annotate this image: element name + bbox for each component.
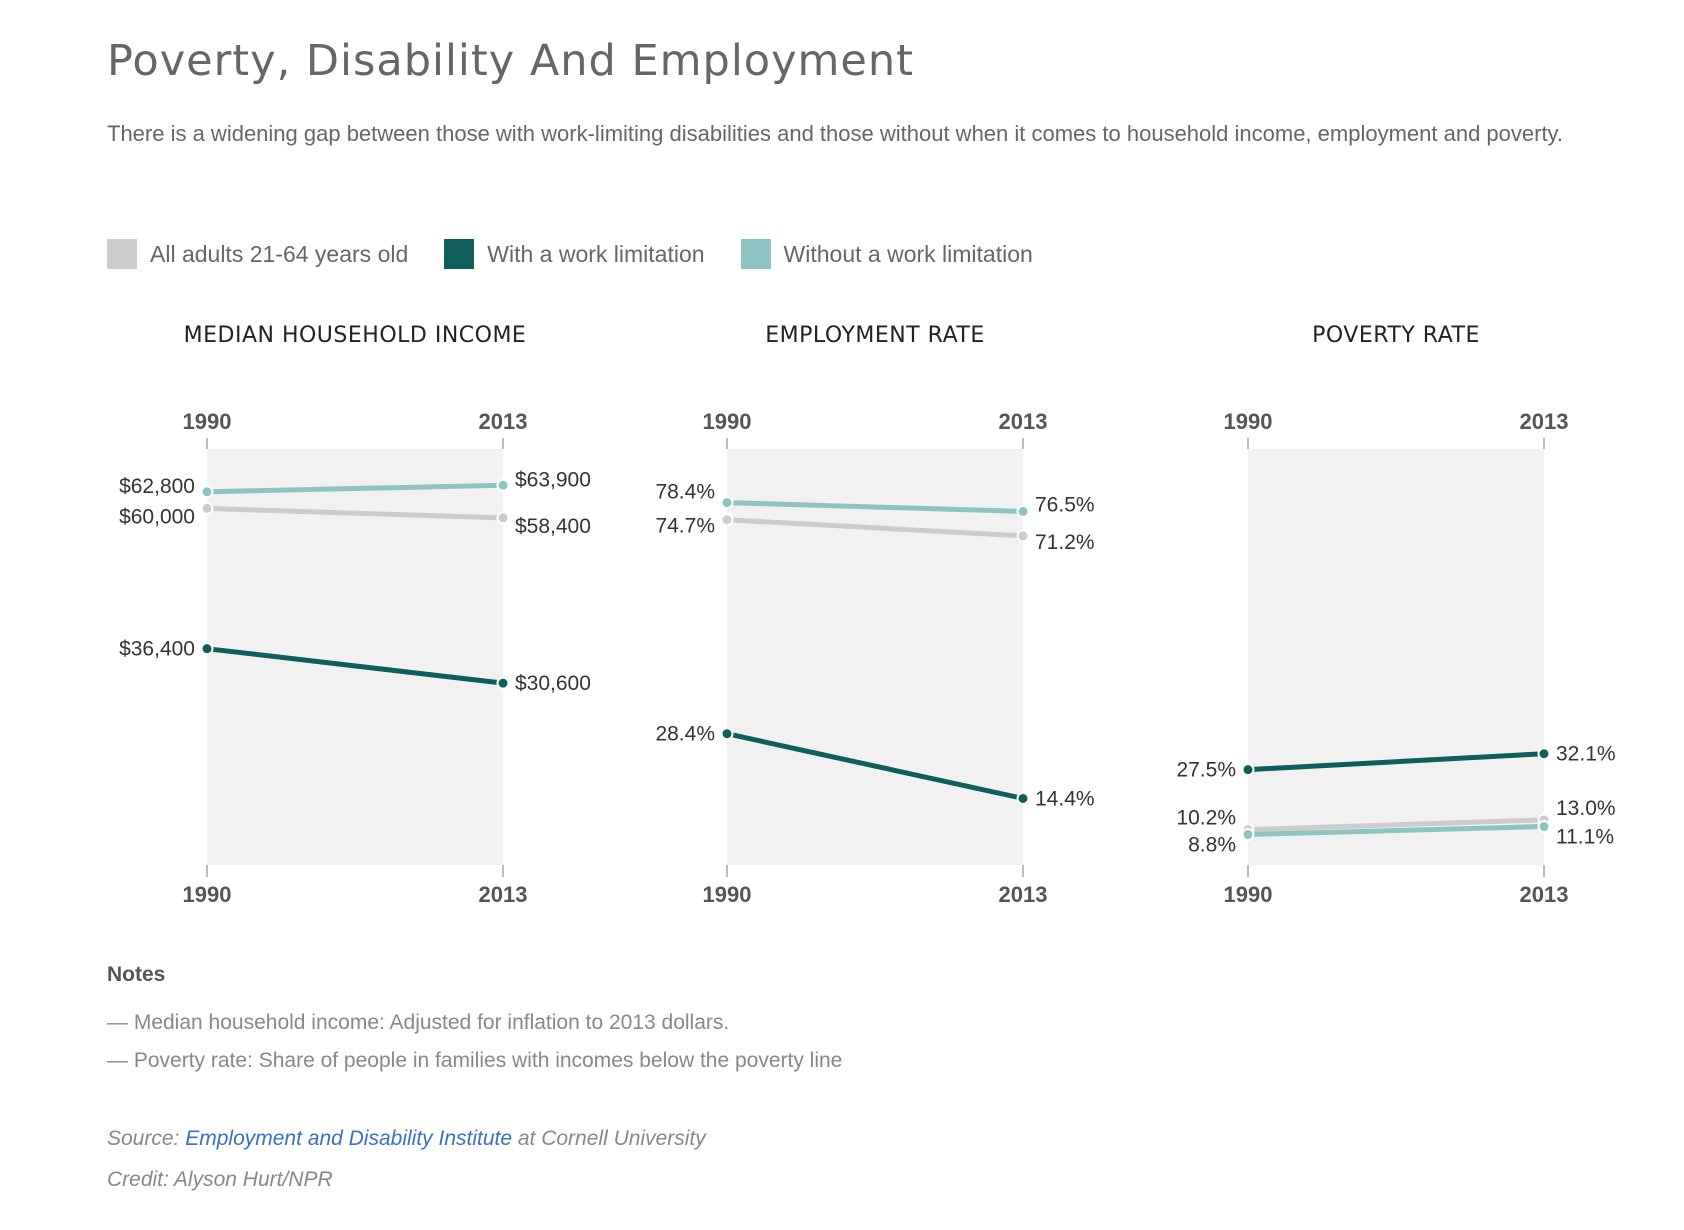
series-line-employment-with-limitation bbox=[724, 731, 1026, 801]
data-point-income-without-limitation-2013 bbox=[496, 478, 510, 492]
data-label-employment-without-limitation-2013: 76.5% bbox=[1035, 493, 1095, 516]
charts-area: MEDIAN HOUSEHOLD INCOME 1990 1990 2013 2013 $… bbox=[119, 323, 1616, 907]
year-label-bottom-poverty-2013: 2013 bbox=[1520, 882, 1569, 907]
data-label-employment-with-limitation-1990: 28.4% bbox=[655, 723, 715, 746]
legend: All adults 21-64 years old With a work l… bbox=[107, 239, 1069, 269]
year-label-bottom-poverty-1990: 1990 bbox=[1224, 882, 1273, 907]
data-label-income-with-limitation-2013: $30,600 bbox=[515, 672, 591, 695]
data-point-poverty-with-limitation-2013 bbox=[1537, 747, 1551, 761]
data-label-employment-all-adults-1990: 74.7% bbox=[655, 515, 715, 538]
year-label-bottom-employment-1990: 1990 bbox=[703, 882, 752, 907]
data-label-employment-all-adults-2013: 71.2% bbox=[1035, 531, 1095, 554]
data-point-employment-all-adults-2013 bbox=[1016, 529, 1030, 543]
year-label-top-income-1990: 1990 bbox=[183, 409, 232, 434]
legend-item-all-adults: All adults 21-64 years old bbox=[107, 239, 408, 269]
data-point-income-without-limitation-1990 bbox=[200, 485, 214, 499]
source-line: Source: Employment and Disability Instit… bbox=[107, 1127, 706, 1151]
data-point-employment-with-limitation-2013 bbox=[1016, 791, 1030, 805]
data-label-income-with-limitation-1990: $36,400 bbox=[119, 638, 195, 661]
year-label-bottom-income-2013: 2013 bbox=[479, 882, 528, 907]
year-label-top-employment-2013: 2013 bbox=[999, 409, 1048, 434]
data-label-poverty-with-limitation-2013: 32.1% bbox=[1556, 743, 1616, 766]
series-line-income-all-adults bbox=[204, 505, 506, 521]
legend-label: Without a work limitation bbox=[783, 240, 1033, 267]
chart-title-income: MEDIAN HOUSEHOLD INCOME bbox=[184, 323, 527, 348]
chart-title-employment: EMPLOYMENT RATE bbox=[765, 323, 985, 348]
series-line-poverty-all-adults bbox=[1245, 817, 1547, 833]
series-line-poverty-without-limitation bbox=[1245, 824, 1547, 837]
data-label-income-all-adults-2013: $58,400 bbox=[515, 515, 591, 538]
data-point-income-with-limitation-2013 bbox=[496, 676, 510, 690]
data-label-employment-without-limitation-1990: 78.4% bbox=[655, 481, 715, 504]
legend-swatch-with-limitation bbox=[444, 239, 475, 269]
data-point-income-all-adults-1990 bbox=[200, 501, 214, 515]
data-label-employment-with-limitation-2013: 14.4% bbox=[1035, 787, 1095, 810]
data-label-poverty-all-adults-1990: 10.2% bbox=[1176, 807, 1236, 830]
series-line-employment-all-adults bbox=[724, 517, 1026, 539]
page-title: Poverty, Disability And Employment bbox=[107, 36, 914, 86]
data-point-poverty-without-limitation-1990 bbox=[1241, 827, 1255, 841]
plot-background-poverty bbox=[1248, 449, 1544, 865]
year-label-top-poverty-2013: 2013 bbox=[1520, 409, 1569, 434]
data-label-income-without-limitation-1990: $62,800 bbox=[119, 475, 195, 498]
data-point-employment-with-limitation-1990 bbox=[720, 727, 734, 741]
legend-item-without-limitation: Without a work limitation bbox=[740, 239, 1033, 269]
legend-item-with-limitation: With a work limitation bbox=[444, 239, 705, 269]
chart-title-poverty: POVERTY RATE bbox=[1312, 323, 1480, 348]
data-point-income-with-limitation-1990 bbox=[200, 642, 214, 656]
year-label-bottom-income-1990: 1990 bbox=[183, 882, 232, 907]
series-line-income-without-limitation bbox=[204, 482, 506, 495]
source-link[interactable]: Employment and Disability Institute bbox=[185, 1127, 513, 1150]
note-income: — Median household income: Adjusted for … bbox=[107, 1011, 730, 1034]
year-label-top-poverty-1990: 1990 bbox=[1224, 409, 1273, 434]
source-suffix: at Cornell University bbox=[512, 1127, 706, 1150]
legend-swatch-without-limitation bbox=[740, 239, 771, 269]
data-point-employment-all-adults-1990 bbox=[720, 513, 734, 527]
credit-line: Credit: Alyson Hurt/NPR bbox=[107, 1168, 333, 1191]
data-label-poverty-all-adults-2013: 13.0% bbox=[1556, 797, 1616, 820]
data-point-poverty-with-limitation-1990 bbox=[1241, 763, 1255, 777]
legend-swatch-all-adults bbox=[107, 239, 137, 269]
plot-background-employment bbox=[727, 449, 1023, 865]
data-label-income-all-adults-1990: $60,000 bbox=[119, 505, 195, 528]
page-subtitle: There is a widening gap between those wi… bbox=[107, 121, 1564, 146]
data-label-poverty-with-limitation-1990: 27.5% bbox=[1176, 759, 1236, 782]
data-label-poverty-without-limitation-1990: 8.8% bbox=[1188, 833, 1236, 856]
notes-heading: Notes bbox=[107, 963, 166, 986]
legend-label: With a work limitation bbox=[487, 240, 705, 267]
source-prefix: Source: bbox=[107, 1127, 186, 1150]
data-point-employment-without-limitation-1990 bbox=[720, 496, 734, 510]
note-poverty: — Poverty rate: Share of people in famil… bbox=[107, 1049, 843, 1072]
data-label-income-without-limitation-2013: $63,900 bbox=[515, 468, 591, 491]
data-label-poverty-without-limitation-2013: 11.1% bbox=[1556, 826, 1614, 849]
data-point-poverty-without-limitation-2013 bbox=[1537, 820, 1551, 834]
year-label-top-employment-1990: 1990 bbox=[703, 409, 752, 434]
series-line-employment-without-limitation bbox=[724, 500, 1026, 514]
legend-label: All adults 21-64 years old bbox=[150, 240, 409, 267]
data-point-employment-without-limitation-2013 bbox=[1016, 504, 1030, 518]
year-label-bottom-employment-2013: 2013 bbox=[999, 882, 1048, 907]
year-label-top-income-2013: 2013 bbox=[479, 409, 528, 434]
data-point-income-all-adults-2013 bbox=[496, 511, 510, 525]
series-line-income-with-limitation bbox=[204, 646, 506, 686]
series-line-poverty-with-limitation bbox=[1245, 751, 1547, 773]
